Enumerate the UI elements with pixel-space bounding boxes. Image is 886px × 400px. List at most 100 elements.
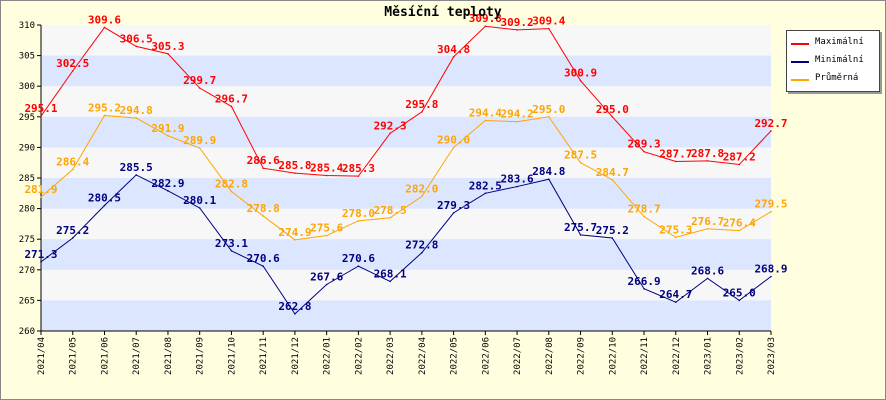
data-point	[71, 70, 74, 72]
y-tick-label: 265	[19, 296, 35, 306]
data-point	[770, 275, 772, 278]
data-label: 286.4	[56, 155, 89, 168]
data-label: 280.1	[183, 194, 216, 207]
data-point	[230, 190, 233, 193]
x-tick-label: 2022/02	[354, 337, 364, 375]
data-point	[262, 265, 264, 267]
data-label: 295.0	[532, 103, 565, 116]
grid-band	[41, 239, 771, 270]
data-label: 295.2	[88, 102, 121, 115]
data-label: 278.7	[627, 203, 660, 216]
data-point	[167, 134, 169, 137]
legend-swatch	[791, 43, 809, 45]
data-point	[294, 313, 296, 315]
data-point	[357, 175, 360, 177]
data-point	[198, 147, 201, 149]
data-point	[611, 179, 614, 181]
x-tick-label: 2022/01	[323, 337, 333, 375]
data-point	[389, 280, 391, 283]
data-label: 287.5	[564, 149, 597, 162]
legend-label: Minimální	[815, 55, 864, 65]
x-tick-label: 2022/04	[418, 337, 428, 375]
data-point	[167, 52, 169, 55]
data-point	[230, 105, 233, 108]
y-tick-label: 280	[19, 205, 35, 215]
data-label: 289.3	[627, 138, 660, 151]
data-label: 275.2	[596, 224, 629, 237]
x-tick-label: 2021/12	[291, 337, 301, 375]
data-label: 270.6	[342, 252, 375, 265]
data-point	[770, 210, 772, 213]
data-point	[516, 120, 518, 123]
data-label: 284.7	[596, 166, 629, 179]
data-label: 280.5	[88, 192, 121, 205]
data-point	[674, 301, 677, 304]
data-label: 304.8	[437, 43, 470, 56]
data-point	[262, 215, 264, 217]
data-point	[579, 161, 582, 164]
data-label: 296.7	[215, 92, 248, 105]
y-tick-label: 305	[19, 52, 35, 62]
data-point	[357, 220, 360, 222]
data-label: 286.6	[247, 154, 280, 167]
data-label: 262.8	[278, 300, 311, 313]
x-tick-label: 2022/05	[450, 337, 460, 375]
data-label: 283.6	[501, 173, 534, 186]
data-label: 294.8	[120, 104, 153, 117]
data-label: 282.9	[151, 177, 184, 190]
data-point	[643, 150, 645, 153]
data-point	[516, 185, 518, 188]
data-point	[135, 174, 138, 176]
data-point	[230, 250, 233, 252]
data-point	[643, 287, 645, 290]
data-label: 278.8	[247, 202, 280, 215]
data-label: 275.6	[310, 222, 343, 235]
data-point	[706, 160, 709, 162]
grid-band	[41, 55, 771, 87]
data-point	[643, 215, 645, 218]
data-point	[389, 216, 391, 219]
data-point	[262, 167, 264, 170]
x-tick-label: 2023/02	[735, 337, 745, 375]
data-point	[40, 196, 42, 198]
data-point	[452, 146, 455, 149]
data-point	[579, 79, 582, 82]
chart-title: Měsíční teploty	[384, 5, 502, 20]
data-label: 295.1	[24, 102, 57, 115]
x-tick-label: 2021/04	[37, 337, 47, 375]
data-label: 285.4	[310, 162, 343, 175]
data-point	[674, 160, 677, 163]
data-point	[325, 174, 328, 177]
data-label: 278.0	[342, 207, 375, 220]
data-label: 285.5	[120, 161, 153, 174]
grid-band	[41, 116, 771, 148]
data-point	[516, 29, 518, 31]
x-tick-label: 2022/08	[545, 337, 555, 375]
y-tick-label: 290	[19, 143, 35, 153]
x-tick-label: 2021/06	[100, 337, 110, 375]
data-label: 305.3	[151, 40, 184, 53]
data-point	[706, 227, 709, 230]
data-point	[325, 283, 328, 286]
legend-label: Průměrná	[815, 73, 859, 83]
y-tick-label: 295	[19, 113, 35, 123]
data-point	[40, 261, 42, 263]
data-point	[674, 236, 677, 239]
data-label: 281.9	[24, 183, 57, 196]
data-label: 279.5	[754, 198, 787, 211]
data-label: 265.0	[723, 286, 756, 299]
data-label: 294.4	[469, 106, 502, 119]
data-point	[770, 130, 772, 132]
grid-band	[41, 300, 771, 331]
legend-label: Maximální	[815, 37, 864, 47]
data-point	[738, 299, 741, 302]
data-label: 289.9	[183, 134, 216, 147]
x-tick-label: 2022/12	[672, 337, 682, 375]
series-line-1	[40, 25, 772, 177]
data-point	[421, 111, 423, 113]
legend-swatch	[791, 61, 809, 63]
data-label: 302.5	[56, 57, 89, 70]
data-point	[40, 115, 42, 117]
data-point	[421, 195, 423, 198]
x-tick-label: 2021/08	[164, 337, 174, 375]
